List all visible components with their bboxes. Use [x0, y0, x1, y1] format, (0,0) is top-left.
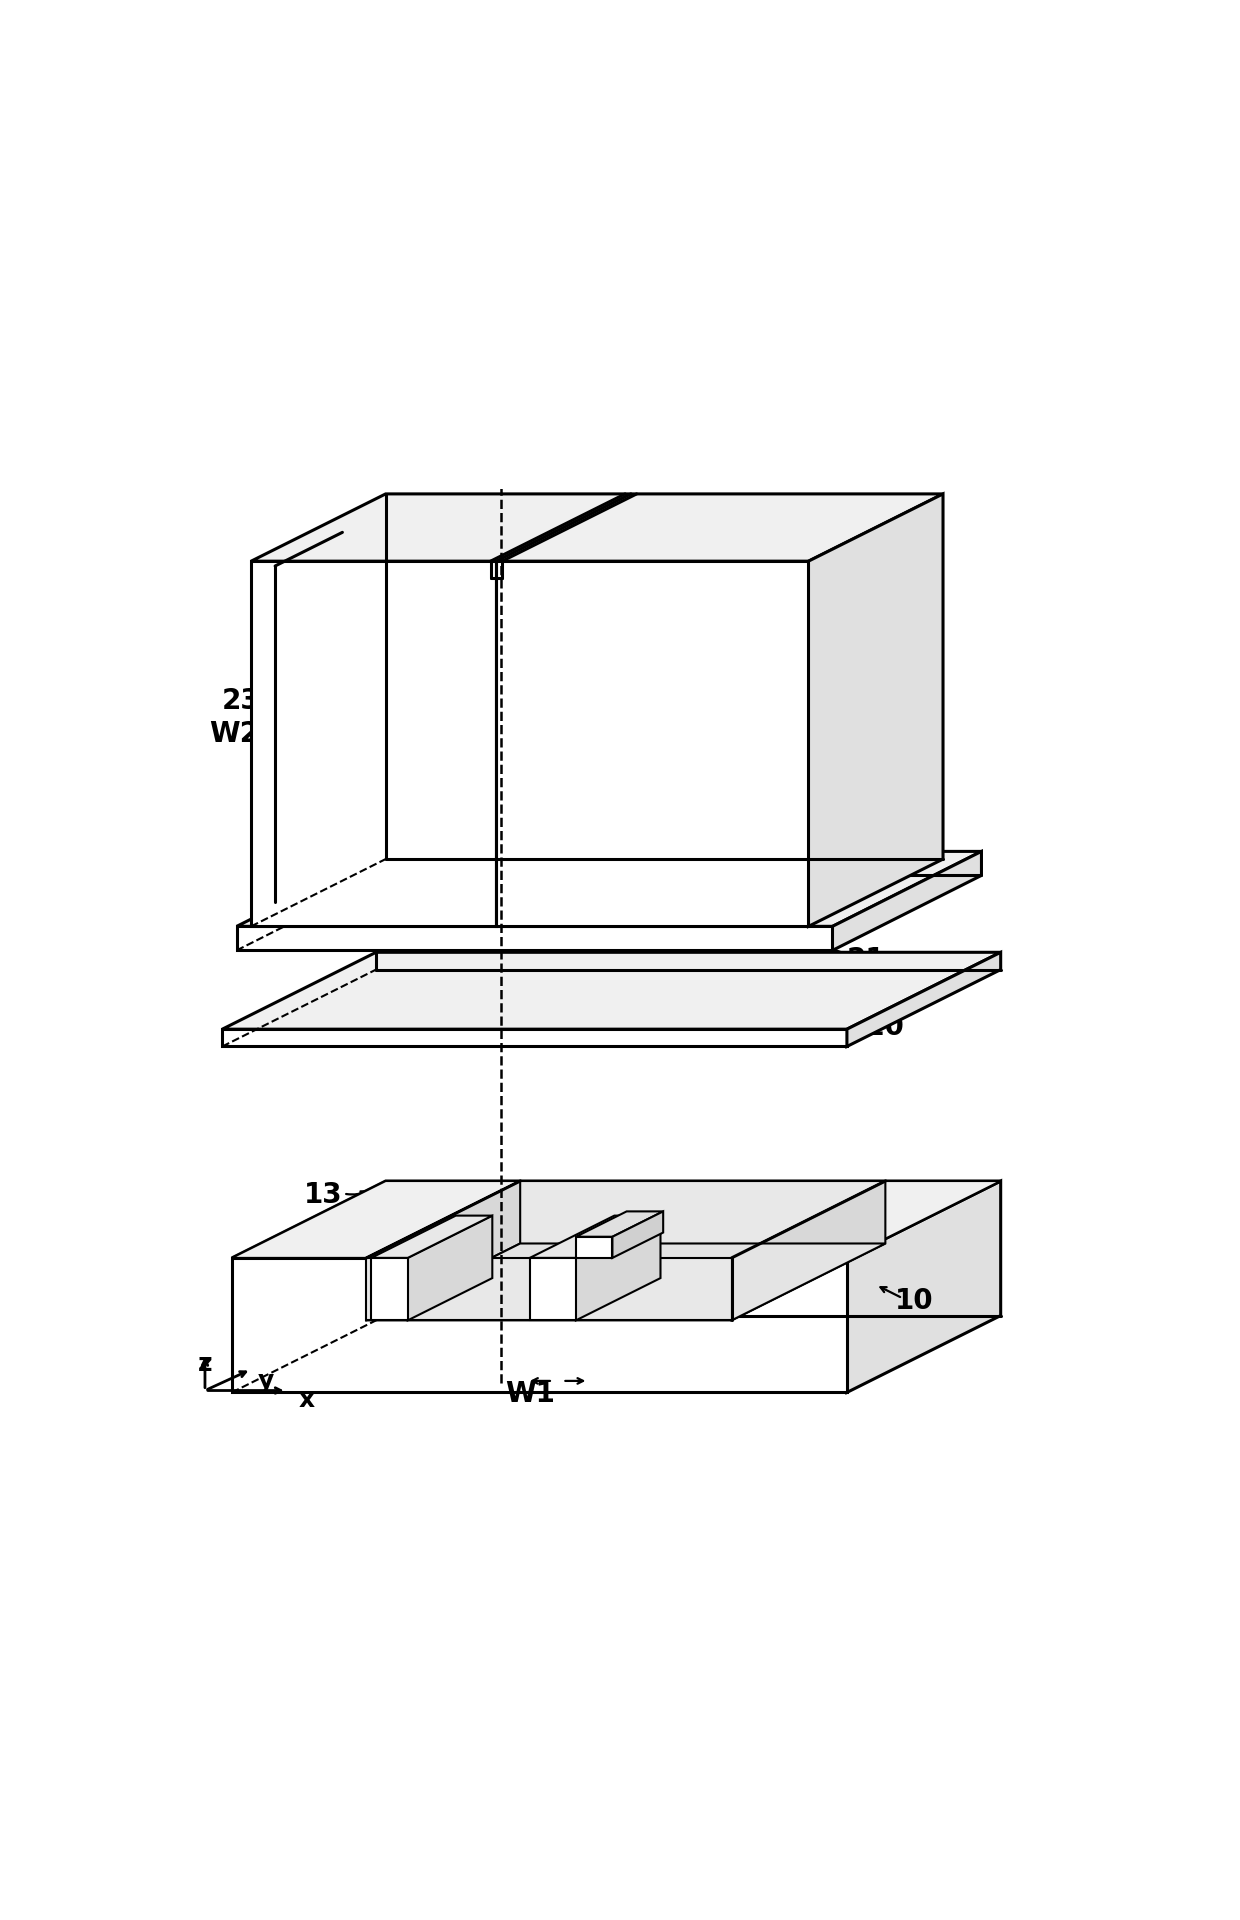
Polygon shape	[847, 952, 1001, 1046]
Text: 10: 10	[895, 1286, 934, 1315]
Text: 12: 12	[750, 1190, 790, 1219]
Polygon shape	[367, 1258, 732, 1321]
Text: 22: 22	[808, 797, 847, 826]
Polygon shape	[367, 1181, 521, 1321]
Polygon shape	[232, 1181, 521, 1258]
Text: x: x	[299, 1388, 315, 1411]
Text: 23: 23	[222, 687, 260, 714]
Text: 23: 23	[712, 530, 751, 559]
Polygon shape	[529, 1215, 661, 1258]
Polygon shape	[732, 1181, 1001, 1258]
Polygon shape	[367, 1181, 885, 1258]
Polygon shape	[575, 1212, 663, 1236]
Polygon shape	[250, 493, 942, 561]
Text: 21: 21	[847, 947, 885, 973]
Polygon shape	[250, 561, 496, 925]
Text: 110: 110	[847, 1014, 905, 1041]
Polygon shape	[496, 561, 808, 925]
Polygon shape	[371, 1215, 492, 1258]
Polygon shape	[529, 1258, 575, 1321]
Text: y: y	[258, 1369, 274, 1392]
Polygon shape	[613, 1212, 663, 1258]
Text: 13: 13	[304, 1181, 342, 1210]
Polygon shape	[232, 1181, 1001, 1258]
Polygon shape	[222, 952, 1001, 1029]
Polygon shape	[847, 1181, 1001, 1392]
Polygon shape	[575, 1236, 613, 1258]
Text: 20: 20	[866, 831, 905, 858]
Polygon shape	[808, 493, 942, 925]
Polygon shape	[237, 925, 832, 950]
Text: 14: 14	[775, 1213, 813, 1240]
Text: W2: W2	[208, 720, 259, 749]
Text: 13: 13	[650, 1206, 688, 1233]
Polygon shape	[237, 851, 982, 925]
Polygon shape	[575, 1215, 661, 1321]
Text: W1: W1	[505, 1380, 554, 1409]
Polygon shape	[832, 851, 982, 950]
Polygon shape	[232, 1258, 847, 1392]
Polygon shape	[222, 1029, 847, 1046]
Text: z: z	[197, 1352, 212, 1375]
Polygon shape	[367, 1244, 885, 1321]
Polygon shape	[732, 1181, 885, 1321]
Polygon shape	[408, 1215, 492, 1321]
Polygon shape	[371, 1258, 408, 1321]
